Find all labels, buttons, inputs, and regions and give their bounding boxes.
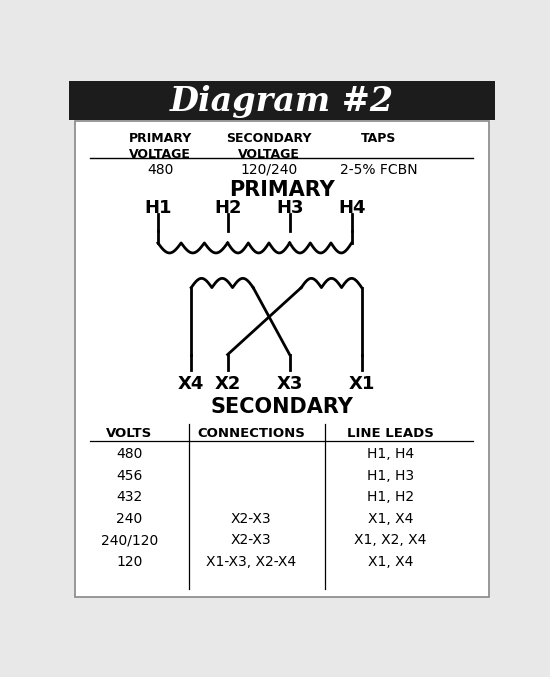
Text: X2-X3: X2-X3 <box>230 512 271 525</box>
Text: X2-X3: X2-X3 <box>230 533 271 547</box>
Text: H1, H3: H1, H3 <box>367 468 414 483</box>
FancyBboxPatch shape <box>75 121 489 597</box>
Text: CONNECTIONS: CONNECTIONS <box>197 427 305 440</box>
Text: PRIMARY: PRIMARY <box>229 180 335 200</box>
Text: Diagram #2: Diagram #2 <box>170 85 394 118</box>
Text: VOLTS: VOLTS <box>106 427 152 440</box>
Text: X1, X4: X1, X4 <box>368 554 413 569</box>
Text: SECONDARY
VOLTAGE: SECONDARY VOLTAGE <box>226 132 311 161</box>
Text: X3: X3 <box>277 375 303 393</box>
Text: 456: 456 <box>116 468 142 483</box>
Text: H3: H3 <box>276 199 304 217</box>
FancyBboxPatch shape <box>69 81 495 120</box>
Text: X1, X4: X1, X4 <box>368 512 413 525</box>
Text: TAPS: TAPS <box>361 132 397 145</box>
Text: H4: H4 <box>338 199 365 217</box>
Text: X4: X4 <box>178 375 205 393</box>
Text: H1: H1 <box>144 199 172 217</box>
Text: X2: X2 <box>214 375 241 393</box>
Text: PRIMARY
VOLTAGE: PRIMARY VOLTAGE <box>129 132 192 161</box>
Text: X1: X1 <box>349 375 375 393</box>
Text: H2: H2 <box>214 199 241 217</box>
Text: 240/120: 240/120 <box>101 533 158 547</box>
Text: X1-X3, X2-X4: X1-X3, X2-X4 <box>206 554 296 569</box>
Text: 480: 480 <box>116 447 142 461</box>
Text: 432: 432 <box>116 490 142 504</box>
Text: 120: 120 <box>116 554 142 569</box>
Text: SECONDARY: SECONDARY <box>211 397 353 417</box>
Text: 2-5% FCBN: 2-5% FCBN <box>340 163 417 177</box>
Text: LINE LEADS: LINE LEADS <box>347 427 434 440</box>
Text: H1, H2: H1, H2 <box>367 490 414 504</box>
Text: 120/240: 120/240 <box>240 163 298 177</box>
Text: H1, H4: H1, H4 <box>367 447 414 461</box>
Text: 480: 480 <box>147 163 173 177</box>
Text: X1, X2, X4: X1, X2, X4 <box>354 533 427 547</box>
Text: 240: 240 <box>116 512 142 525</box>
